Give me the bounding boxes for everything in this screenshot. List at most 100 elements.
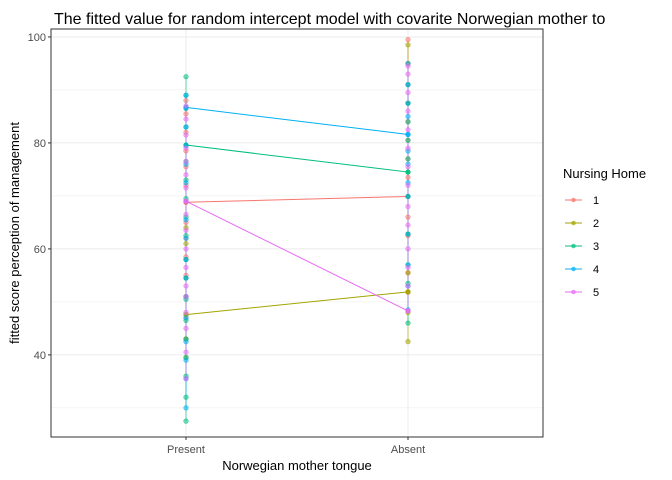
series-5-point [183, 349, 189, 355]
plot-panel-border [50, 28, 544, 438]
chart-title: The fitted value for random intercept mo… [54, 11, 605, 28]
series-5-point [405, 182, 411, 188]
y-axis: 40 60 80 100 [28, 32, 51, 362]
series-5-point [183, 116, 189, 122]
legend-key-point [571, 289, 576, 295]
y-tick-label: 40 [34, 350, 46, 362]
legend: 1 2 3 4 5 [565, 195, 599, 299]
series-3-fit-point [405, 169, 411, 175]
y-tick-label: 100 [28, 32, 46, 44]
series-4-point [183, 256, 189, 263]
series-4-point [183, 180, 189, 186]
series-4-point [405, 231, 411, 237]
series-4-fit-line [185, 106, 409, 135]
series-5-fit-point [183, 198, 189, 204]
fit-lines [185, 39, 409, 422]
legend-key-point [571, 266, 576, 272]
series-5-point [405, 71, 411, 77]
series-4-point [183, 357, 189, 363]
x-axis: Present Absent [167, 437, 425, 456]
series-4-point [183, 405, 189, 411]
grid [51, 29, 543, 437]
series-5-fit-line [185, 200, 409, 312]
series-5-point [183, 185, 189, 191]
legend-label: 1 [593, 195, 599, 207]
series-5-point [183, 293, 189, 300]
series-5-point [405, 108, 411, 114]
series-4-point [183, 235, 189, 241]
series-4-point [405, 113, 411, 120]
series-5-point [405, 246, 411, 252]
data-points [183, 36, 411, 424]
series-4-point [183, 92, 189, 98]
series-5-point [405, 63, 411, 69]
x-axis-title: Norwegian mother tongue [222, 458, 372, 473]
series-5-point [405, 164, 411, 170]
series-3-point [183, 418, 189, 424]
series-4-point [405, 82, 411, 88]
legend-label: 4 [593, 264, 599, 276]
series-5-point [183, 211, 189, 218]
series-4-point [183, 217, 189, 223]
series-4-point [183, 339, 189, 345]
series-1-fit-line [185, 195, 409, 203]
series-5-point [183, 309, 189, 316]
series-5-point [405, 89, 411, 96]
series-5-point [183, 227, 189, 233]
series-1-point [405, 36, 411, 43]
series-2-fit-point [405, 289, 411, 295]
series-1-point [405, 214, 411, 220]
legend-label: 3 [593, 241, 599, 253]
legend-key-point [571, 220, 576, 226]
series-3-point [183, 74, 189, 80]
series-3-point [183, 394, 189, 400]
series-5-point [405, 127, 411, 133]
series-5-point [183, 283, 189, 289]
series-4-point [405, 193, 411, 200]
legend-title: Nursing Home [563, 166, 646, 181]
series-4-point [183, 124, 189, 130]
series-5-point [183, 172, 189, 178]
series-4-point [183, 275, 189, 281]
series-4-point [183, 315, 189, 321]
series-3-point [405, 119, 411, 125]
series-1-point [183, 111, 189, 117]
legend-key-point [571, 243, 576, 249]
y-axis-title: fitted score perception of management [7, 122, 22, 344]
series-5-point [405, 283, 411, 289]
series-5-point [405, 145, 411, 151]
series-1-point [405, 174, 411, 180]
series-4-point [405, 100, 411, 106]
series-5-point [183, 246, 189, 252]
x-tick-label: Present [167, 444, 205, 456]
series-5-point [405, 203, 411, 210]
y-tick-label: 60 [34, 244, 46, 256]
series-5-point [183, 264, 189, 271]
legend-label: 2 [593, 218, 599, 230]
series-5-point [183, 103, 189, 109]
series-5-point [183, 132, 189, 138]
series-5-point [183, 158, 189, 165]
series-5-point [183, 325, 189, 331]
series-5-point [405, 264, 411, 271]
series-2-point [405, 339, 411, 345]
series-3-point [405, 137, 411, 143]
series-5-point [183, 145, 189, 151]
legend-label: 5 [593, 287, 599, 299]
series-2-point [405, 42, 411, 48]
series-5-point [183, 376, 189, 382]
legend-key-point [571, 197, 576, 203]
series-3-point [405, 320, 411, 326]
series-4-fit-point [405, 131, 411, 138]
x-tick-label: Absent [391, 444, 425, 456]
series-2-fit-line [185, 291, 409, 316]
series-2-point [405, 270, 411, 276]
series-5-point [405, 222, 411, 228]
series-2-point [183, 240, 189, 247]
series-3-fit-line [185, 144, 409, 173]
series-5-fit-point [405, 308, 411, 314]
series-3-point [405, 156, 411, 162]
y-tick-label: 80 [34, 138, 46, 150]
series-1-point [183, 97, 189, 104]
